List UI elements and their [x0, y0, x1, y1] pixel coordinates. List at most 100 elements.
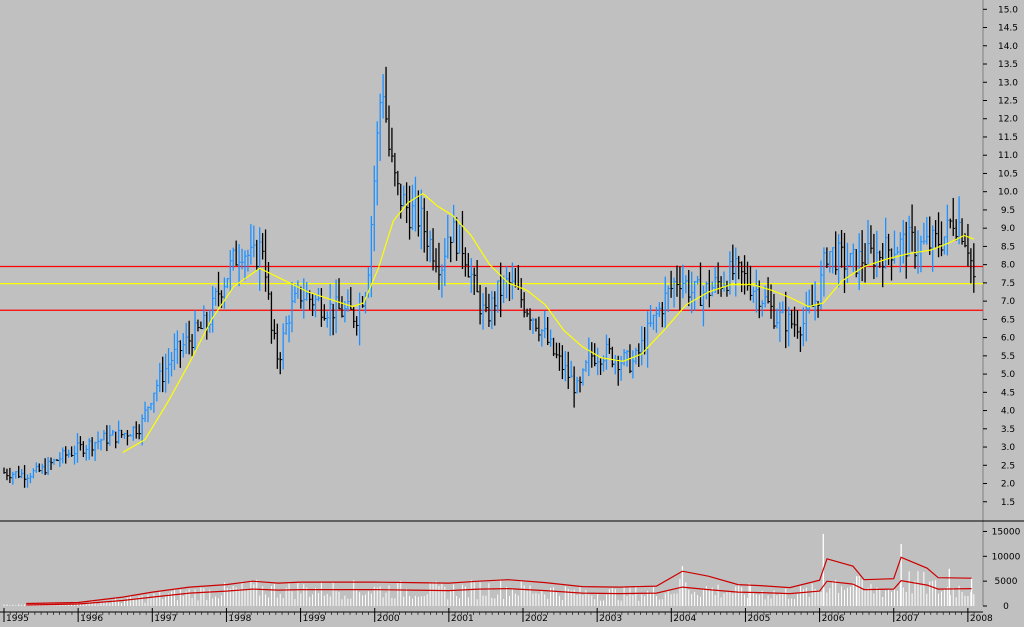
price-bar-down [905, 221, 909, 279]
price-bar-up [176, 330, 180, 364]
x-axis: 1995 1996 1997 1998 1999 2000 2001 2002 2003 2004… [0, 608, 993, 624]
price-bar-up [153, 392, 156, 413]
price-bar-up [729, 251, 732, 295]
price-bar-up [12, 471, 15, 485]
price-y-tick-label: 5.5 [1001, 352, 1015, 362]
price-bar-up [764, 285, 768, 308]
price-bar-up [497, 280, 500, 313]
price-bar-down [79, 436, 83, 451]
price-bar-up [241, 248, 245, 270]
price-bar-down [432, 228, 436, 271]
price-bar-up [664, 276, 668, 330]
price-bar-down [890, 248, 894, 281]
price-bar-down [661, 301, 665, 328]
price-bar-down [473, 267, 477, 295]
price-bar-down [940, 221, 944, 257]
price-bar-up [837, 234, 841, 288]
price-bar-up [702, 285, 706, 327]
price-bar-up [32, 468, 36, 479]
price-bar-up [429, 230, 433, 263]
price-bar-down [323, 304, 327, 321]
price-bar-up [723, 271, 727, 292]
price-y-tick-label: 13.0 [998, 78, 1018, 88]
price-bar-up [376, 121, 380, 206]
price-bar-up [908, 215, 912, 257]
price-bar-down [835, 231, 838, 275]
price-bar-down [70, 446, 74, 457]
price-bar-up [194, 310, 198, 351]
price-y-tick-label: 13.5 [998, 60, 1018, 70]
price-bar-up [379, 93, 383, 161]
price-bar-down [567, 351, 571, 389]
x-axis-year-label: 1999 [303, 614, 326, 623]
price-bar-down [494, 291, 497, 326]
price-bar-down [708, 269, 712, 308]
price-bar-down [796, 310, 800, 339]
price-bar-down [955, 219, 959, 241]
price-bar-up [623, 349, 627, 366]
price-bar-up [696, 275, 700, 285]
price-bar-down [870, 225, 873, 254]
price-bar-up [920, 235, 923, 273]
price-bar-down [840, 230, 844, 268]
price-bar-up [147, 406, 151, 423]
price-bar-up [705, 281, 709, 300]
price-bar-up [112, 429, 115, 436]
price-bar-down [400, 183, 403, 219]
x-axis-year-label: 1996 [80, 614, 103, 623]
price-bar-up [109, 425, 112, 446]
price-bar-down [65, 446, 68, 464]
price-bar-up [876, 230, 879, 278]
price-bar-up [505, 266, 509, 299]
price-bar-down [520, 278, 524, 308]
price-bar-down [523, 292, 527, 318]
price-bar-down [235, 240, 239, 266]
price-bar-up [735, 247, 738, 297]
price-bar-up [820, 260, 823, 310]
price-bar-up [129, 433, 133, 437]
price-bar-down [688, 269, 691, 307]
price-bar-up [779, 302, 782, 342]
price-bar-down [388, 105, 391, 157]
price-bar-up [29, 473, 33, 484]
price-bar-up [896, 246, 900, 255]
price-bar-down [191, 334, 195, 357]
price-bar-up [447, 214, 450, 259]
volume-y-tick-label: 5000 [995, 577, 1018, 587]
price-bar-up [752, 286, 756, 303]
price-bar-up [470, 258, 474, 293]
price-y-tick-label: 7.0 [1001, 297, 1016, 307]
price-bar-up [250, 224, 253, 265]
price-bar-down [438, 242, 441, 290]
price-bar-up [238, 244, 242, 287]
price-bar-down [911, 204, 915, 252]
price-bar-down [767, 277, 771, 304]
price-y-tick-label: 11.5 [998, 133, 1018, 143]
price-bar-up [570, 360, 574, 378]
price-bar-up [185, 322, 189, 354]
price-bar-up [123, 432, 127, 439]
price-y-tick-label: 14.5 [998, 24, 1018, 34]
price-bar-down [749, 265, 753, 301]
price-bar-up [173, 333, 177, 371]
price-bar-down [561, 345, 565, 380]
price-bar-up [73, 445, 77, 465]
price-bar-up [932, 225, 935, 272]
price-bar-up [655, 306, 659, 333]
price-y-tick-label: 7.5 [1001, 279, 1015, 289]
price-bar-up [482, 293, 486, 330]
price-y-tick-label: 12.0 [998, 115, 1018, 125]
price-bar-down [785, 291, 788, 349]
price-bar-up [259, 227, 262, 291]
price-bar-down [197, 319, 200, 332]
price-bar-up [159, 362, 162, 393]
price-bar-up [203, 305, 206, 330]
price-bar-up [15, 471, 18, 479]
price-bar-up [303, 278, 306, 319]
price-bar-up [144, 401, 148, 423]
price-bar-down [279, 352, 283, 375]
price-bar-up [541, 329, 544, 347]
price-bar-up [103, 430, 106, 441]
price-bar-down [720, 276, 724, 297]
